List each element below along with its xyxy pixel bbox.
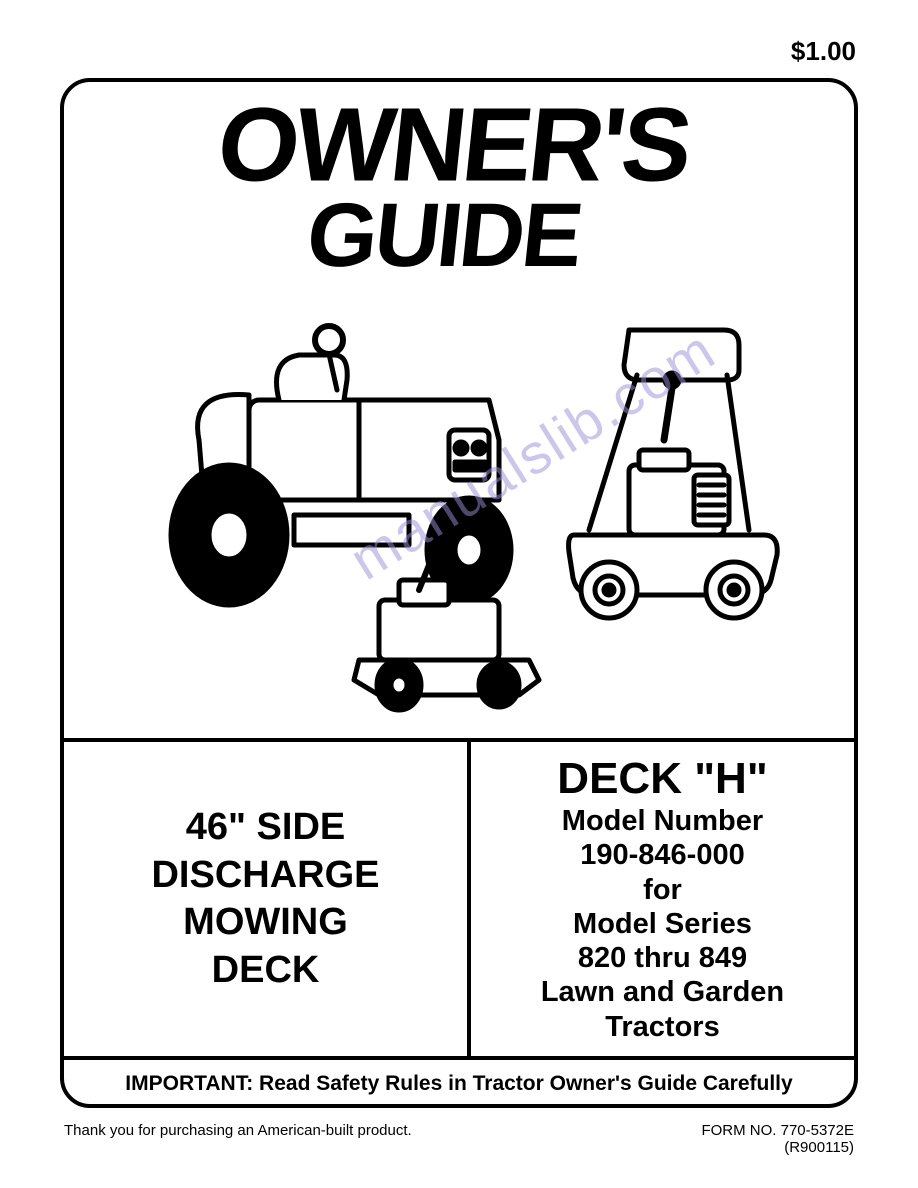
deck-heading: DECK "H": [557, 754, 767, 804]
form-no: FORM NO. 770-5372E: [701, 1122, 854, 1139]
model-line5: 820 thru 849: [578, 942, 747, 974]
desc-line3: MOWING: [183, 901, 348, 943]
price-label: $1.00: [791, 36, 856, 67]
desc-line4: DECK: [212, 949, 320, 991]
footer-form-number: FORM NO. 770-5372E (R900115): [701, 1122, 854, 1156]
desc-line1: 46" SIDE: [186, 806, 346, 848]
footer-thanks: Thank you for purchasing an American-bui…: [64, 1122, 412, 1156]
model-line2: 190-846-000: [580, 839, 744, 871]
product-description-cell: 46" SIDE DISCHARGE MOWING DECK: [64, 742, 471, 1056]
product-description: 46" SIDE DISCHARGE MOWING DECK: [151, 804, 379, 994]
title-line2: GUIDE: [302, 185, 585, 286]
model-line7: Tractors: [605, 1011, 719, 1043]
page-footer: Thank you for purchasing an American-bui…: [60, 1122, 858, 1156]
model-details: Model Number 190-846-000 for Model Serie…: [541, 804, 784, 1044]
title-logo: OWNER'S GUIDE: [119, 90, 799, 290]
main-frame: OWNER'S GUIDE: [60, 78, 858, 1108]
form-rev: (R900115): [784, 1139, 854, 1156]
document-page: $1.00 OWNER'S GUIDE: [0, 0, 918, 1188]
model-line1: Model Number: [562, 805, 763, 837]
model-line6: Lawn and Garden: [541, 976, 784, 1008]
model-info-cell: DECK "H" Model Number 190-846-000 for Mo…: [471, 742, 854, 1056]
info-row: 46" SIDE DISCHARGE MOWING DECK DECK "H" …: [64, 742, 854, 1060]
desc-line2: DISCHARGE: [151, 854, 379, 896]
title-and-illustration: OWNER'S GUIDE: [64, 82, 854, 742]
model-line4: Model Series: [573, 908, 752, 940]
model-line3: for: [643, 874, 682, 906]
safety-notice-bar: IMPORTANT: Read Safety Rules in Tractor …: [64, 1060, 854, 1108]
safety-notice: IMPORTANT: Read Safety Rules in Tractor …: [125, 1072, 792, 1096]
equipment-illustration: [99, 280, 819, 720]
